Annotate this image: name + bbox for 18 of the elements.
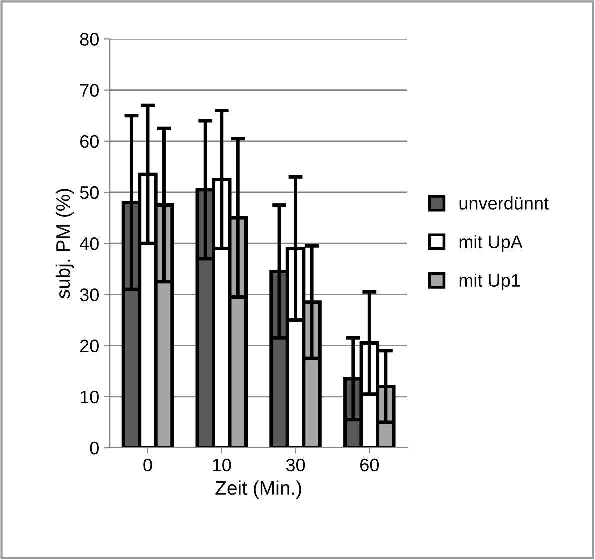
legend-label: mit Up1 [460,274,520,291]
legend-label: mit UpA [460,235,523,252]
y-tick-label: 60 [80,135,99,148]
y-tick-label: 80 [80,33,99,46]
y-tick-label: 0 [90,442,99,455]
x-tick-label: 30 [286,458,306,472]
legend-label: unverdünnt [460,196,549,210]
y-tick-label: 50 [80,186,99,200]
x-tick-label: 10 [213,458,232,472]
x-tick-label: 0 [144,458,152,472]
y-tick-label: 20 [80,340,99,353]
y-tick-label: 30 [80,288,99,302]
y-axis-title: subj. PM (%) [56,189,74,299]
x-axis-title: Zeit (Min.) [216,480,302,499]
y-tick-label: 70 [80,84,99,98]
y-tick-label: 40 [80,238,99,250]
y-tick-label: 10 [80,390,99,404]
x-tick-label: 60 [360,458,380,472]
